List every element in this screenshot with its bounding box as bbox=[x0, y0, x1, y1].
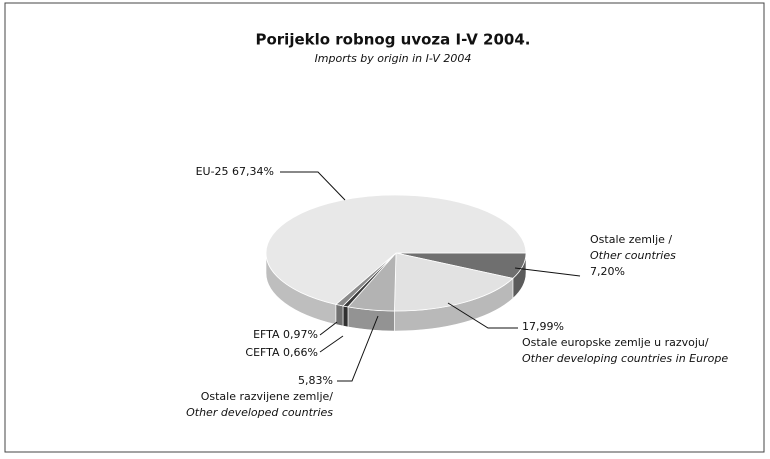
leader-line bbox=[337, 315, 379, 382]
value-label: 5,83% bbox=[298, 374, 333, 387]
slice-label: EFTA 0,97% bbox=[253, 328, 318, 341]
slice-label: CEFTA 0,66% bbox=[245, 346, 318, 359]
value-label: 7,20% bbox=[590, 265, 625, 278]
leader-line bbox=[319, 321, 338, 336]
category-name-en: Other countries bbox=[590, 249, 676, 262]
category-name: Ostale razvijene zemlje/ bbox=[201, 390, 334, 403]
leader-line bbox=[447, 302, 518, 329]
category-name: EU-25 bbox=[196, 165, 229, 178]
leader-line bbox=[514, 267, 581, 277]
category-name-en: Other developing countries in Europe bbox=[522, 352, 728, 365]
category-name: CEFTA bbox=[245, 346, 280, 359]
value-label: 0,97% bbox=[283, 328, 318, 341]
slice-label: EU-25 67,34% bbox=[196, 165, 274, 178]
value-label: 67,34% bbox=[232, 165, 274, 178]
leader-line bbox=[280, 171, 346, 201]
leader-line bbox=[319, 335, 344, 353]
slice-side bbox=[342, 305, 349, 328]
slice-side bbox=[335, 304, 344, 327]
chart-title: Porijeklo robnog uvoza I-V 2004. bbox=[255, 31, 530, 49]
category-name: Ostale zemlje / bbox=[590, 233, 672, 246]
slice bbox=[265, 194, 527, 305]
chart-subtitle: Imports by origin in I-V 2004 bbox=[315, 52, 472, 65]
value-label: 0,66% bbox=[283, 346, 318, 359]
category-name-en: Other developed countries bbox=[186, 406, 333, 419]
value-label: 17,99% bbox=[522, 320, 564, 333]
slice bbox=[394, 252, 514, 312]
category-name: Ostale europske zemlje u razvoju/ bbox=[522, 336, 709, 349]
category-name: EFTA bbox=[253, 328, 280, 341]
